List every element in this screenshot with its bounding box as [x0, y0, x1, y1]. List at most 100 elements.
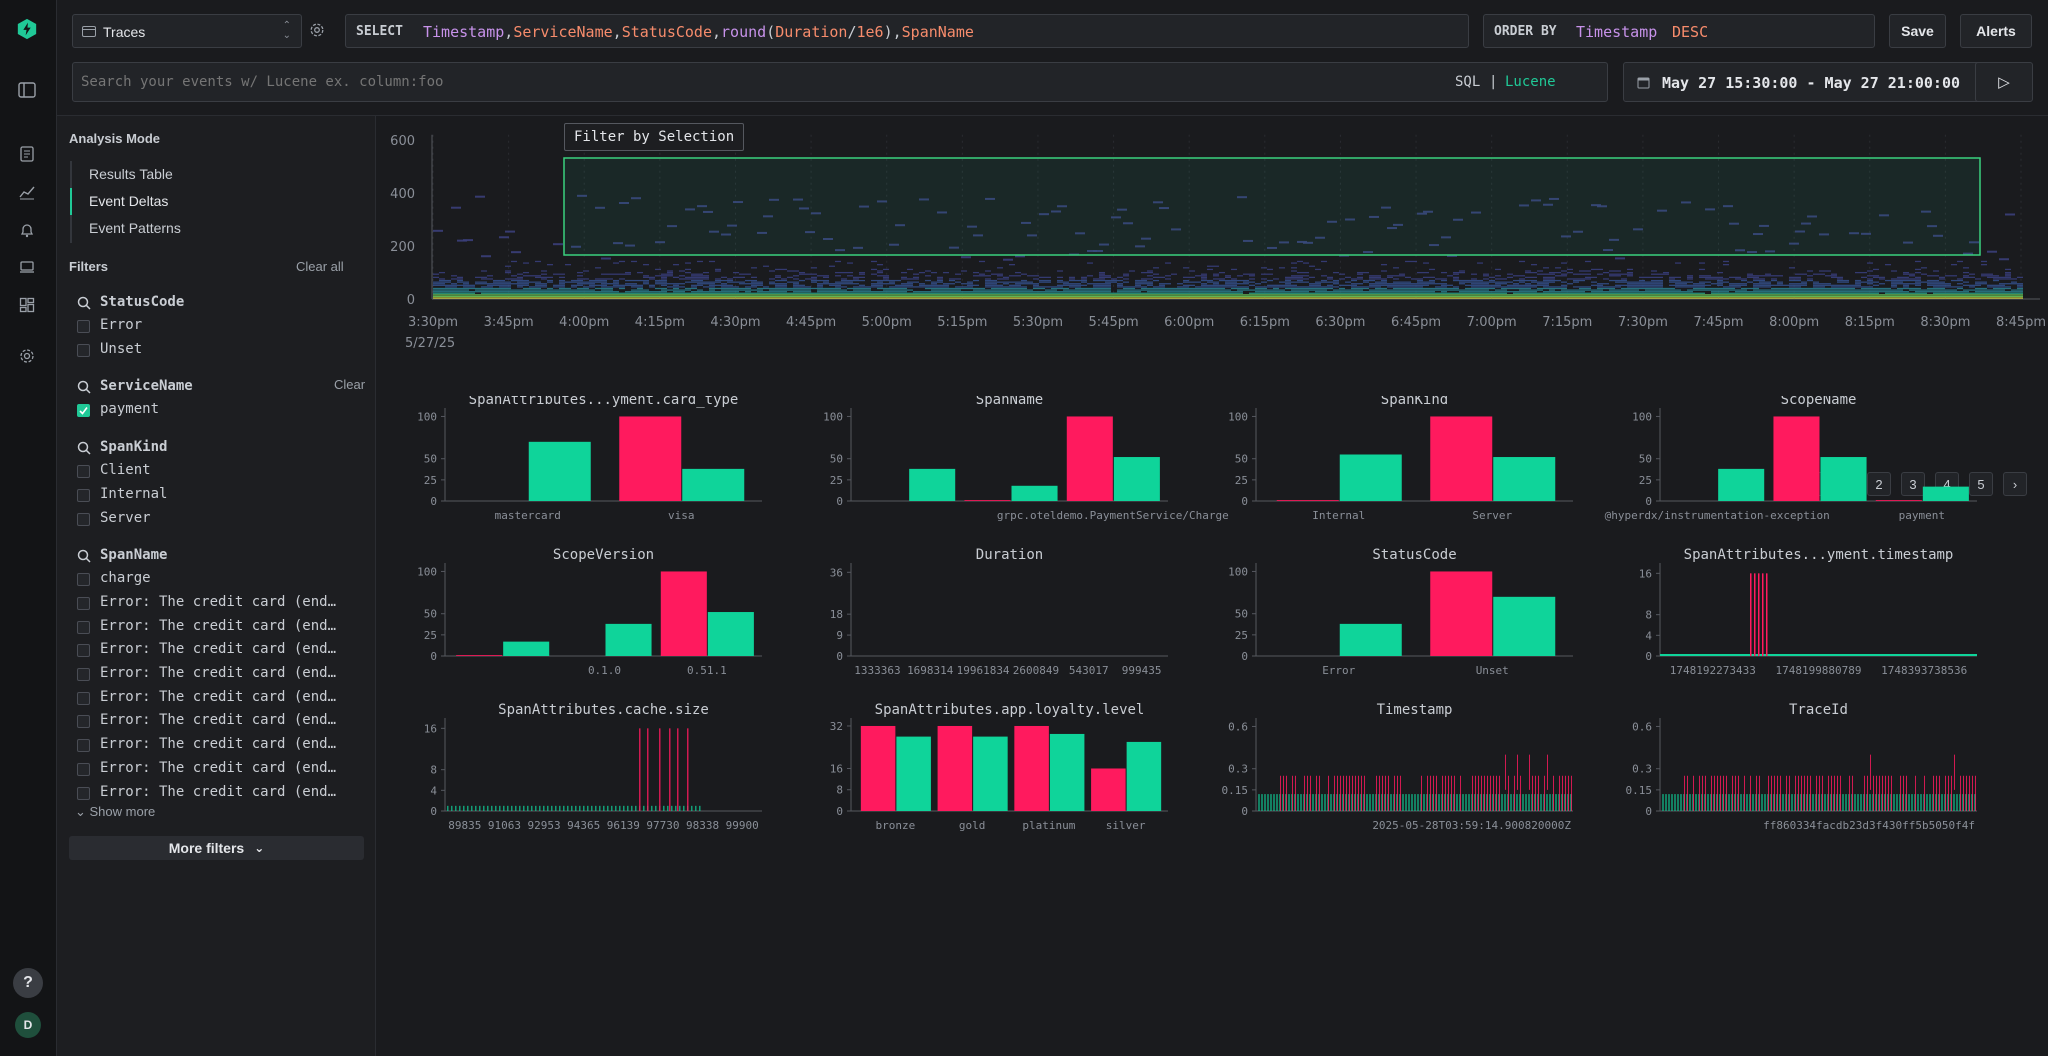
chart-y-tick: 8	[430, 764, 437, 777]
mode-results-table[interactable]: Results Table	[89, 166, 173, 182]
filter-by-selection-tooltip[interactable]: Filter by Selection	[564, 123, 745, 151]
delta-chart[interactable]: ScopeVersion 100 50 25 0 0.1.0 0.51.1	[417, 547, 762, 677]
bar-background	[1510, 794, 1512, 811]
page-button[interactable]: 5	[1969, 472, 1993, 496]
delta-chart[interactable]: Duration 36 18 9 0 1333363 1698314 19961834 2600…	[830, 547, 1168, 677]
bar-background	[1695, 794, 1697, 811]
bar-selection	[1340, 775, 1341, 811]
sidebar-toggle-icon[interactable]	[16, 79, 38, 101]
bar-selection	[1478, 775, 1479, 811]
user-avatar[interactable]: D	[15, 1012, 41, 1038]
search-page-icon[interactable]	[16, 143, 38, 165]
filter-option-label[interactable]: charge	[100, 570, 151, 587]
bar-selection	[1687, 775, 1688, 811]
delta-chart[interactable]: SpanAttributes...yment.card_type 100 50 25 0…	[417, 396, 762, 522]
delta-chart[interactable]: SpanName 100 50 25 0 grpc.oteldemo.PaymentSer…	[823, 396, 1229, 522]
page-next-button[interactable]: ›	[2003, 472, 2027, 496]
filter-checkbox[interactable]	[77, 715, 90, 729]
delta-chart[interactable]: SpanKind 100 50 25 0 Internal Server	[1228, 396, 1573, 522]
dashboards-icon[interactable]	[16, 294, 38, 316]
filter-checkbox[interactable]	[77, 512, 90, 526]
bar-background	[1911, 794, 1913, 811]
filter-option-label[interactable]: Internal	[100, 485, 168, 502]
search-icon[interactable]	[77, 380, 91, 397]
clear-all-button[interactable]: Clear all	[296, 259, 344, 274]
filter-option-label[interactable]: Error: The credit card (end…	[100, 759, 337, 776]
filter-option-label[interactable]: Error	[100, 317, 143, 333]
help-button[interactable]: ?	[13, 968, 43, 998]
chart-x-tick: gold	[959, 819, 986, 832]
alerts-button[interactable]: Alerts	[1960, 14, 2032, 48]
search-icon[interactable]	[77, 441, 91, 458]
filter-checkbox[interactable]	[77, 739, 90, 753]
filter-checkbox[interactable]	[77, 596, 90, 610]
mode-event-patterns[interactable]: Event Patterns	[89, 220, 181, 236]
filter-checkbox[interactable]	[77, 668, 90, 681]
heatmap-x-tick: 6:00pm	[1164, 315, 1214, 330]
sessions-icon[interactable]	[16, 256, 38, 278]
filter-option-label[interactable]: Error: The credit card (end…	[100, 712, 337, 729]
filter-checkbox[interactable]	[77, 320, 90, 333]
logo-icon[interactable]	[16, 18, 38, 40]
filter-option-label[interactable]: Error: The credit card (end…	[100, 736, 337, 753]
search-icon[interactable]	[77, 296, 91, 313]
filter-option-label[interactable]: Error: The credit card (end…	[100, 665, 337, 681]
filter-checkbox[interactable]	[77, 691, 90, 705]
filter-checkbox[interactable]	[77, 644, 90, 658]
mode-event-deltas[interactable]: Event Deltas	[89, 193, 169, 209]
source-select[interactable]: Traces ⌃ ⌄	[72, 14, 302, 48]
bar-background	[667, 805, 669, 811]
bar-background	[1677, 794, 1679, 811]
heatmap-x-tick: 6:45pm	[1391, 315, 1441, 330]
filter-checkbox[interactable]	[77, 343, 90, 357]
settings-gear-icon[interactable]	[16, 345, 38, 367]
mode-lucene-toggle[interactable]: Lucene	[1505, 74, 1556, 90]
page-button[interactable]: 2	[1867, 472, 1891, 496]
filter-option-label[interactable]: Error: The credit card (end…	[100, 593, 337, 610]
filter-option-label[interactable]: Client	[100, 462, 151, 479]
alerts-bell-icon[interactable]	[16, 219, 38, 241]
filter-checkbox[interactable]	[77, 762, 90, 776]
show-more-button[interactable]: ⌄ Show more	[75, 804, 155, 820]
chart-explorer-icon[interactable]	[16, 181, 38, 203]
filter-option-label[interactable]: Unset	[100, 340, 143, 357]
filter-checkbox[interactable]	[77, 488, 90, 502]
more-filters-button[interactable]: More filters ⌄	[69, 836, 364, 860]
save-button[interactable]: Save	[1889, 14, 1946, 48]
filter-checkbox[interactable]	[77, 620, 90, 634]
clear-servicename-button[interactable]: Clear	[334, 377, 366, 392]
bar-selection	[1966, 775, 1967, 811]
source-settings-icon[interactable]	[309, 22, 325, 41]
heatmap-chart[interactable]: 600 400 200 0 3:30pm 3:45pm 4:00pm 4:15pm 4:30pm…	[377, 116, 2048, 356]
mode-sql-toggle[interactable]: SQL	[1455, 74, 1481, 90]
heatmap-selection-box[interactable]	[563, 157, 1981, 256]
order-by-input[interactable]: ORDER BY Timestamp DESC	[1483, 14, 1875, 48]
time-range-picker[interactable]: May 27 15:30:00 - May 27 21:00:00	[1623, 62, 2019, 102]
search-icon[interactable]	[77, 549, 91, 566]
filter-option-label[interactable]: payment	[100, 401, 160, 418]
lucene-search-input[interactable]	[81, 71, 1121, 93]
delta-chart[interactable]: SpanAttributes...yment.timestamp 16 8 4 0 174…	[1639, 547, 1977, 677]
bar-background	[527, 805, 529, 811]
delta-chart[interactable]: Timestamp 0.6 0.3 0.15 0 2025-05-28T03:59:14.…	[1222, 702, 1574, 832]
page-button[interactable]: 3	[1901, 472, 1925, 496]
bar-selection	[1702, 775, 1703, 811]
delta-chart[interactable]: ScopeName 100 50 25 0@hyperdx/instrumentatio…	[1605, 396, 1977, 522]
filter-checkbox[interactable]	[77, 404, 90, 418]
filter-option-label[interactable]: Error: The credit card (end…	[100, 783, 337, 800]
run-query-button[interactable]: ▷	[1975, 62, 2033, 102]
filter-checkbox[interactable]	[77, 573, 90, 587]
filter-option-label[interactable]: Server	[100, 509, 151, 526]
select-query-input[interactable]: SELECT Timestamp,ServiceName,StatusCode,…	[345, 14, 1469, 48]
bar-selection	[1283, 775, 1284, 811]
filter-option-label[interactable]: Error: The credit card (end…	[100, 617, 337, 634]
filter-checkbox[interactable]	[77, 786, 90, 800]
filter-checkbox[interactable]	[77, 465, 90, 479]
delta-chart[interactable]: SpanAttributes.app.loyalty.level 32 16 8 0 br…	[830, 702, 1168, 832]
delta-chart[interactable]: StatusCode 100 50 25 0 Error Unset	[1228, 547, 1573, 677]
filter-option-label[interactable]: Error: The credit card (end…	[100, 688, 337, 705]
bar-selection	[1756, 775, 1757, 811]
delta-chart[interactable]: SpanAttributes.cache.size 16 8 4 0 89835 91063…	[424, 702, 762, 832]
delta-chart[interactable]: TraceId 0.6 0.3 0.15 0 ff860334facdb23d3f430f…	[1626, 702, 1978, 832]
filter-option-label[interactable]: Error: The credit card (end…	[100, 641, 337, 658]
